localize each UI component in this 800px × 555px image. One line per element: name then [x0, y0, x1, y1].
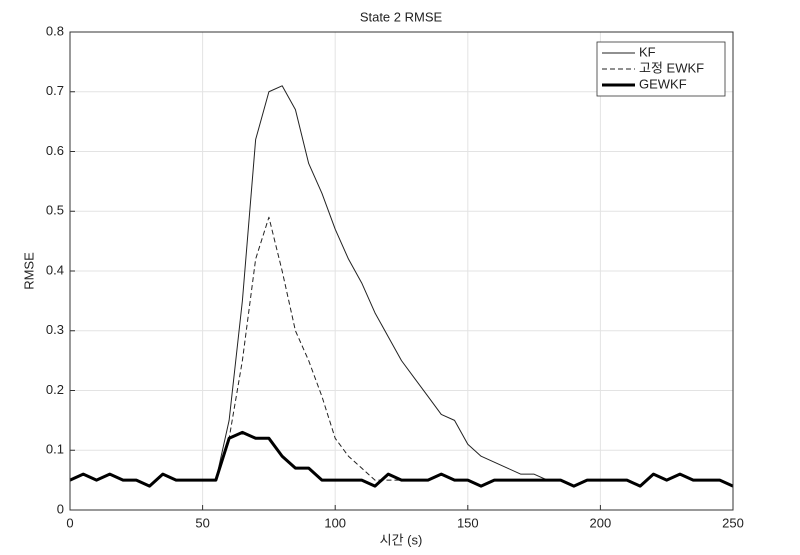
legend-label: GEWKF [639, 76, 687, 91]
x-tick-label: 0 [66, 515, 73, 530]
y-tick-label: 0.5 [46, 203, 64, 218]
y-tick-label: 0.8 [46, 23, 64, 38]
y-tick-label: 0.7 [46, 83, 64, 98]
legend-label: 고정 EWKF [639, 60, 704, 75]
y-tick-label: 0.2 [46, 382, 64, 397]
y-tick-label: 0.6 [46, 143, 64, 158]
x-tick-label: 100 [324, 515, 346, 530]
axes-box [69, 31, 734, 511]
legend-label: KF [639, 44, 656, 59]
y-tick-label: 0.1 [46, 442, 64, 457]
chart-title: State 2 RMSE [360, 9, 443, 24]
series-line [69, 430, 734, 488]
x-tick-label: 50 [195, 515, 209, 530]
y-tick-label: 0.3 [46, 322, 64, 337]
x-axis-label: 시간 (s) [380, 532, 423, 547]
y-tick-label: 0.4 [46, 262, 64, 277]
x-tick-label: 200 [590, 515, 612, 530]
x-tick-label: 250 [722, 515, 744, 530]
y-tick-label: 0 [57, 501, 64, 516]
y-axis-label: RMSE [21, 252, 36, 290]
x-tick-label: 150 [457, 515, 479, 530]
